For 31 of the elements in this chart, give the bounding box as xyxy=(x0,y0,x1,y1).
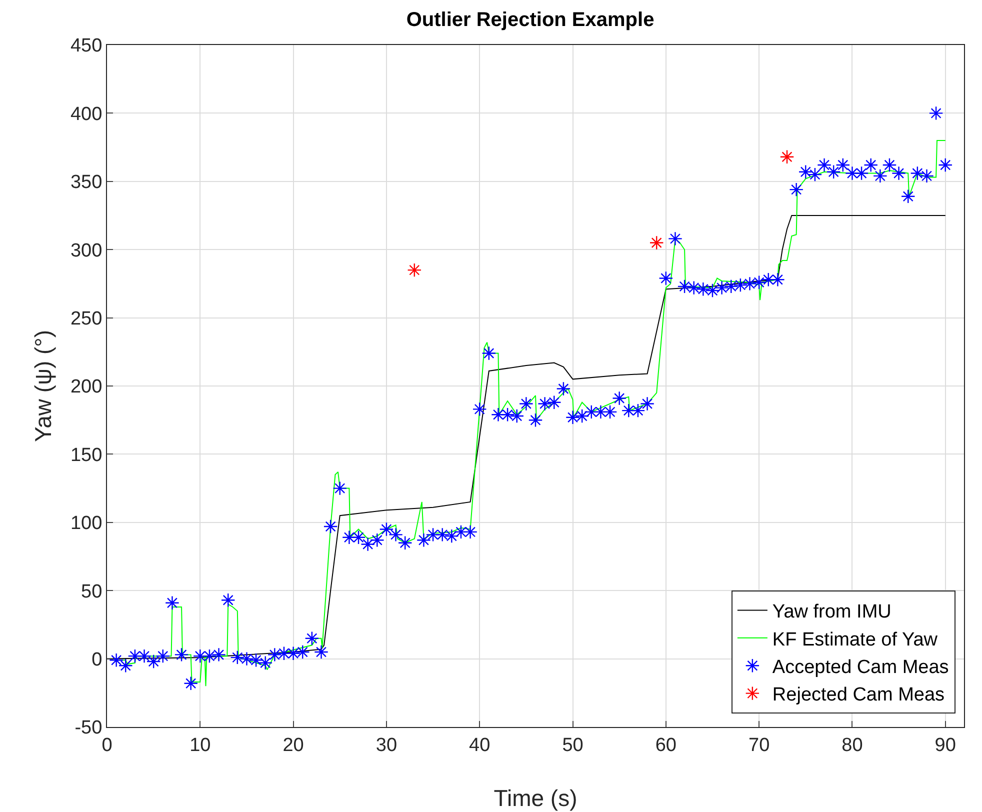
x-tick-label: 90 xyxy=(934,734,956,756)
x-tick-label: 20 xyxy=(282,734,304,756)
y-tick-label: 200 xyxy=(70,376,102,398)
y-tick-label: 100 xyxy=(70,513,102,534)
legend-label: Yaw from IMU xyxy=(772,602,892,623)
y-tick-label: 0 xyxy=(92,649,102,670)
y-tick-label: -50 xyxy=(74,718,102,739)
x-tick-label: 50 xyxy=(562,734,584,756)
legend-label: Accepted Cam Meas xyxy=(772,657,949,678)
y-axis-title: Yaw (ψ) (°) xyxy=(30,330,56,442)
legend-label: KF Estimate of Yaw xyxy=(772,629,938,650)
point xyxy=(649,236,664,250)
x-tick-label: 80 xyxy=(842,734,863,756)
point xyxy=(780,150,794,164)
x-tick-label: 70 xyxy=(748,734,770,756)
y-tick-label: 350 xyxy=(70,172,102,194)
y-tick-label: 50 xyxy=(81,581,102,602)
x-axis-title: Time (s) xyxy=(494,785,578,811)
point xyxy=(407,262,422,278)
chart-title: Outlier Rejection Example xyxy=(406,9,654,32)
y-tick-label: 400 xyxy=(70,104,102,125)
x-tick-label: 40 xyxy=(469,734,490,756)
x-tick-label: 30 xyxy=(376,734,398,756)
y-tick-label: 300 xyxy=(70,240,102,262)
y-tick-label: 150 xyxy=(70,444,102,466)
x-tick-label: 60 xyxy=(655,734,676,756)
x-tick-label: 10 xyxy=(190,734,211,756)
line-series xyxy=(107,215,946,660)
y-tick-label: 450 xyxy=(70,36,102,57)
y-tick-label: 250 xyxy=(70,308,102,330)
legend-label: Rejected Cam Meas xyxy=(772,684,945,706)
